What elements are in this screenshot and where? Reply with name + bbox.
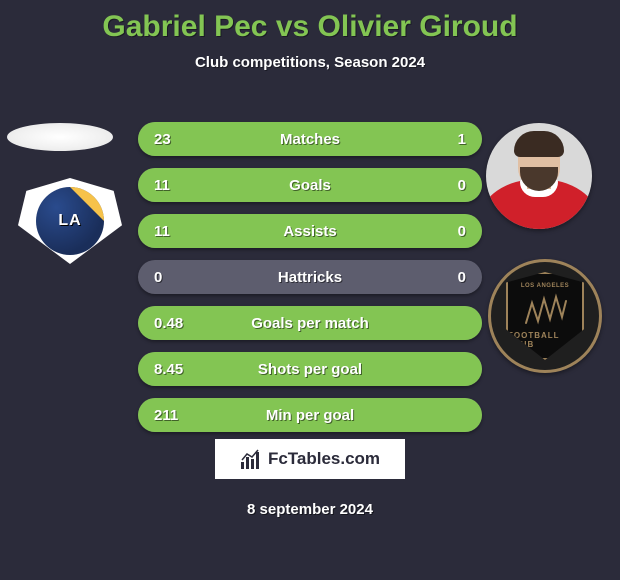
stat-row: 0Hattricks0 [138,260,482,294]
la-galaxy-shield-icon: LA [18,178,122,264]
stat-value-right: 0 [458,269,466,286]
stat-label: Goals [138,177,482,194]
stats-table: 23Matches111Goals011Assists00Hattricks00… [138,122,482,444]
stat-row: 23Matches1 [138,122,482,156]
lafc-text-bottom: FOOTBALL CLUB [508,331,582,349]
la-galaxy-abbrev: LA [58,212,81,230]
stat-label: Matches [138,131,482,148]
stat-row: 11Assists0 [138,214,482,248]
player-left-photo-placeholder [7,123,113,151]
footer-brand-box: FcTables.com [214,438,406,480]
stat-value-right: 0 [458,223,466,240]
club-left-badge: LA [18,178,122,264]
stat-value-right: 1 [458,131,466,148]
lafc-shield-icon: LOS ANGELES FOOTBALL CLUB [506,272,584,360]
footer-date: 8 september 2024 [0,501,620,518]
footer-brand-text: FcTables.com [268,449,380,469]
club-right-badge: LOS ANGELES FOOTBALL CLUB [488,259,602,373]
stat-row: 211Min per goal [138,398,482,432]
stat-row: 11Goals0 [138,168,482,202]
lafc-text-top: LOS ANGELES [521,283,569,289]
player-right-photo [486,123,592,229]
stat-label: Min per goal [138,407,482,424]
stat-row: 0.48Goals per match [138,306,482,340]
stat-label: Hattricks [138,269,482,286]
stat-row: 8.45Shots per goal [138,352,482,386]
stat-label: Assists [138,223,482,240]
page-subtitle: Club competitions, Season 2024 [0,54,620,71]
page-title: Gabriel Pec vs Olivier Giroud [0,0,620,44]
stat-label: Shots per goal [138,361,482,378]
stat-value-right: 0 [458,177,466,194]
fctables-logo-icon [240,448,262,470]
stat-label: Goals per match [138,315,482,332]
